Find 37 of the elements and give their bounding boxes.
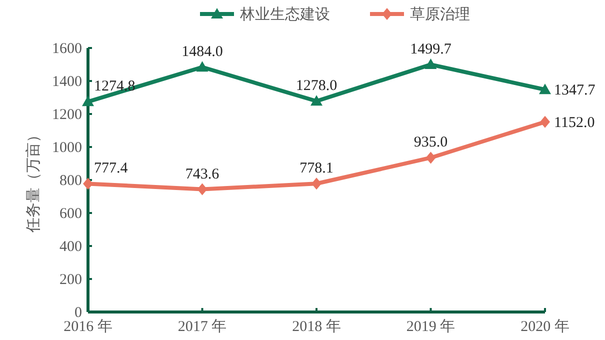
point <box>540 116 550 128</box>
data-label: 1499.7 <box>410 42 452 58</box>
y-tick-label: 400 <box>60 239 82 255</box>
x-tick-label: 2019 年 <box>406 318 456 335</box>
legend-label: 草原治理 <box>410 6 470 23</box>
data-label: 1347.7 <box>554 82 596 99</box>
data-label: 743.6 <box>185 166 220 182</box>
x-tick-label: 2018 年 <box>292 318 341 335</box>
point <box>426 152 436 164</box>
y-tick-label: 1400 <box>52 74 82 90</box>
x-tick-label: 2020 年 <box>520 318 570 335</box>
point <box>82 96 94 106</box>
point <box>312 178 322 190</box>
x-tick-label: 2017 年 <box>178 318 227 335</box>
data-label: 1484.0 <box>182 44 223 60</box>
y-tick-label: 1200 <box>52 107 82 123</box>
data-label: 1278.0 <box>296 78 338 94</box>
point <box>83 178 93 190</box>
point <box>539 84 551 94</box>
y-axis-title: 任务量（万亩） <box>25 128 42 234</box>
y-tick-label: 1600 <box>52 41 82 57</box>
data-label: 1152.0 <box>554 114 595 131</box>
y-tick-label: 1000 <box>52 140 82 156</box>
y-tick-label: 800 <box>60 173 82 189</box>
data-label: 1274.8 <box>94 78 136 95</box>
y-tick-label: 200 <box>60 272 82 288</box>
point <box>197 183 208 196</box>
y-tick-label: 0 <box>74 305 82 321</box>
data-label: 777.4 <box>94 160 128 177</box>
data-label: 935.0 <box>414 134 448 151</box>
point <box>310 95 322 106</box>
y-tick-label: 600 <box>60 206 82 222</box>
data-label: 778.1 <box>300 160 334 177</box>
legend-label: 林业生态建设 <box>239 6 330 23</box>
x-tick-label: 2016 年 <box>64 318 112 335</box>
point <box>424 58 437 70</box>
point <box>196 61 208 72</box>
